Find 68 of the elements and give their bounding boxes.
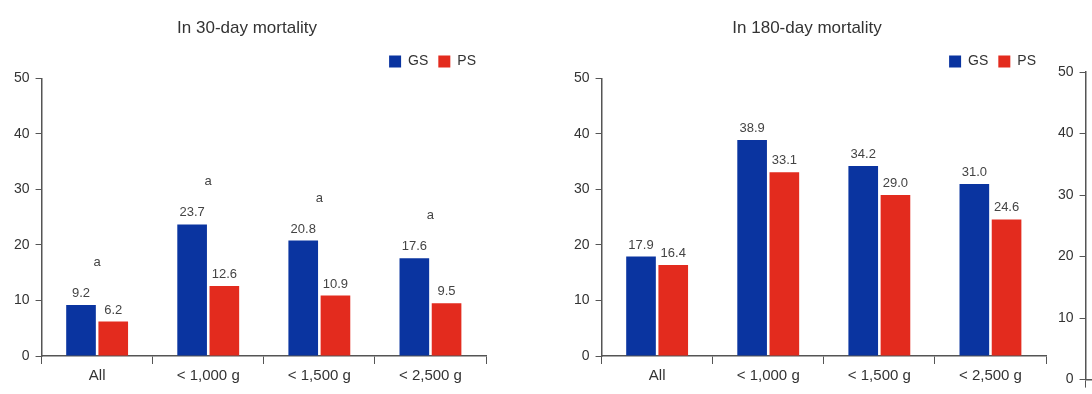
y-tick-label: 20 bbox=[1057, 247, 1074, 264]
y-tick-label: 10 bbox=[573, 291, 590, 308]
bar bbox=[880, 194, 911, 356]
bar bbox=[959, 183, 990, 356]
x-tick-label: < 1,000 g bbox=[176, 366, 240, 384]
data-label: 9.5 bbox=[437, 283, 456, 299]
bar bbox=[209, 286, 240, 356]
data-label: 38.9 bbox=[739, 120, 765, 136]
bar bbox=[737, 140, 767, 356]
data-label: 16.4 bbox=[660, 245, 686, 261]
annotation: a bbox=[93, 254, 102, 269]
y-tick-label: 0 bbox=[21, 346, 30, 363]
annotation: a bbox=[204, 173, 213, 189]
chart-title: In 180-day mortality bbox=[732, 17, 883, 37]
x-tick-label: < 1,500 g bbox=[287, 366, 351, 384]
x-tick-label: < 2,500 g bbox=[398, 366, 462, 384]
bar bbox=[288, 240, 319, 356]
y-tick-label: 40 bbox=[13, 124, 30, 141]
y-tick-label: 40 bbox=[1057, 124, 1074, 141]
chart-title: In 30-day mortality bbox=[177, 17, 318, 37]
data-label: 6.2 bbox=[104, 301, 123, 317]
y-tick-label: 50 bbox=[13, 69, 30, 86]
data-label: 20.8 bbox=[290, 220, 316, 236]
data-label: 34.2 bbox=[850, 146, 876, 162]
bar bbox=[991, 219, 1022, 356]
bar bbox=[431, 303, 462, 356]
annotation: a bbox=[315, 189, 324, 205]
y-tick-label: 30 bbox=[1057, 185, 1074, 202]
bar bbox=[320, 295, 351, 356]
y-tick-label: 10 bbox=[13, 291, 30, 308]
legend-label: GS bbox=[408, 52, 429, 69]
y-tick-label: 30 bbox=[573, 180, 590, 197]
annotation: a bbox=[426, 207, 435, 223]
y-tick-label: 20 bbox=[573, 235, 590, 252]
bar bbox=[66, 304, 96, 356]
bar bbox=[626, 256, 656, 356]
bar bbox=[399, 258, 430, 356]
y-tick-label: 0 bbox=[581, 346, 590, 363]
x-tick-label: All bbox=[648, 366, 666, 384]
y-tick-label: 50 bbox=[573, 69, 590, 86]
y-tick-label: 10 bbox=[1057, 308, 1074, 325]
data-label: 23.7 bbox=[179, 204, 205, 220]
data-label: 12.6 bbox=[211, 266, 237, 282]
x-tick-label: < 1,000 g bbox=[736, 366, 800, 384]
bar bbox=[98, 321, 129, 356]
data-label: 33.1 bbox=[771, 152, 797, 168]
data-label: 10.9 bbox=[322, 275, 349, 291]
y-tick-label: 50 bbox=[1057, 62, 1074, 79]
data-label: 9.2 bbox=[71, 285, 91, 300]
bar bbox=[848, 166, 879, 356]
legend-label: GS bbox=[968, 52, 989, 69]
data-label: 24.6 bbox=[993, 199, 1020, 215]
y-tick-label: 20 bbox=[13, 235, 30, 252]
y-tick-label: 40 bbox=[573, 124, 590, 141]
x-tick-label: < 2,500 g bbox=[958, 366, 1022, 384]
legend-label: PS bbox=[1017, 52, 1037, 69]
bar bbox=[177, 224, 207, 356]
x-tick-label: < 1,500 g bbox=[847, 366, 911, 384]
bar bbox=[769, 172, 800, 356]
data-label: 31.0 bbox=[961, 163, 987, 179]
data-label: 29.0 bbox=[882, 175, 909, 191]
data-label: 17.6 bbox=[401, 238, 427, 254]
y-tick-label: 30 bbox=[13, 180, 30, 197]
bar bbox=[658, 264, 689, 356]
y-tick-label: 0 bbox=[1065, 370, 1074, 387]
data-label: 17.9 bbox=[628, 236, 654, 252]
x-tick-label: All bbox=[88, 366, 106, 384]
legend-label: PS bbox=[457, 52, 477, 69]
